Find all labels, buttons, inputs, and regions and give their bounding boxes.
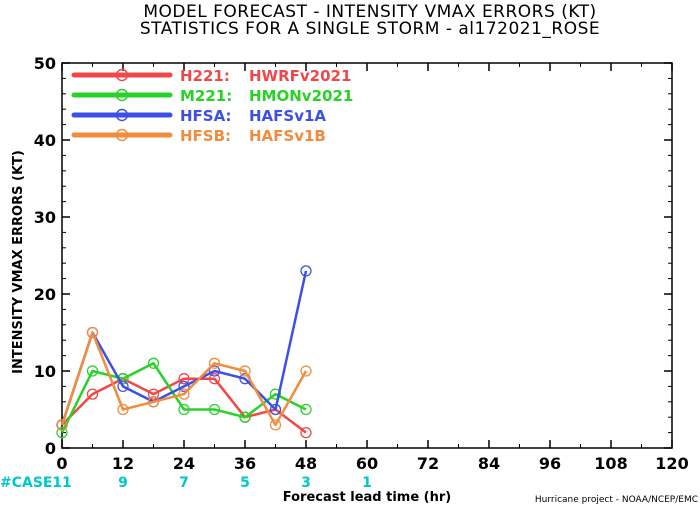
series-hafsv1b [56, 326, 312, 431]
case-count: 1 [362, 475, 372, 491]
series-line [60, 331, 308, 427]
x-tick-label: 72 [417, 454, 439, 473]
x-tick-label: 0 [56, 454, 67, 473]
legend-marker [115, 68, 129, 82]
x-tick-label: 84 [478, 454, 500, 473]
data-point [208, 403, 221, 416]
data-point [117, 380, 129, 393]
data-point [147, 357, 160, 369]
legend-marker [115, 128, 129, 142]
x-tick-label: 96 [539, 454, 561, 473]
series-hmonv2021 [56, 357, 312, 439]
case-count: 11 [52, 475, 71, 491]
y-tick-label: 40 [34, 131, 56, 150]
legend-name: M221: [180, 87, 232, 105]
x-tick-label: 120 [655, 454, 688, 473]
x-tick-label: 48 [295, 454, 317, 473]
y-tick-label: 20 [34, 285, 56, 304]
data-point [147, 388, 160, 400]
legend-label: HMONv2021 [249, 87, 353, 105]
data-point [300, 403, 312, 416]
legend-entry: HFSB: HAFSv1B [71, 127, 326, 145]
case-count: 5 [240, 475, 250, 491]
plot-area [61, 62, 673, 449]
y-tick-label: 30 [34, 208, 56, 227]
legend-entry: HFSA: HAFSv1A [71, 107, 326, 125]
data-point [56, 426, 68, 439]
chart-title-line-1: MODEL FORECAST - INTENSITY VMAX ERRORS (… [143, 2, 596, 22]
data-point [300, 365, 312, 377]
legend-label: HAFSv1B [249, 127, 326, 145]
data-point [239, 411, 251, 423]
legend-marker [115, 108, 129, 122]
data-point [208, 365, 221, 377]
x-axis-label: Forecast lead time (hr) [283, 490, 451, 505]
x-tick-label: 60 [356, 454, 378, 473]
data-point [269, 403, 282, 416]
credit: Hurricane project - NOAA/NCEP/EMC [535, 495, 698, 505]
y-tick-label: 50 [34, 54, 56, 73]
case-label: #CASE [0, 475, 53, 491]
plot-frame [61, 62, 673, 449]
legend-entry: M221: HMONv2021 [71, 87, 353, 105]
y-axis-label: INTENSITY VMAX ERRORS (KT) [11, 150, 26, 374]
data-point [56, 419, 68, 431]
data-point [269, 388, 282, 400]
case-count: 7 [179, 475, 189, 491]
data-point [208, 373, 221, 385]
case-count: 3 [301, 475, 311, 491]
data-point [86, 388, 99, 400]
data-point [86, 365, 99, 377]
data-point [208, 357, 221, 369]
series-line [61, 377, 307, 434]
legend-label: HWRFv2021 [249, 67, 351, 85]
series-layer [56, 265, 312, 439]
data-point [239, 365, 251, 377]
x-tick-label: 36 [234, 454, 256, 473]
data-point [147, 396, 160, 408]
x-tick-label: 12 [112, 454, 134, 473]
data-point [178, 403, 190, 416]
data-point [269, 419, 282, 431]
data-point [86, 326, 99, 339]
x-tick-label: 108 [594, 454, 627, 473]
series-line [60, 270, 308, 426]
data-point [300, 426, 312, 439]
x-tick-label: 24 [173, 454, 195, 473]
data-point [178, 373, 190, 385]
case-counts: 11 9 7 5 3 1 [52, 475, 372, 491]
x-axis: 0 12 24 36 48 60 72 84 96 108 120 [56, 63, 689, 473]
series-hafsv1a [56, 265, 312, 431]
data-point [117, 403, 129, 416]
y-tick-label: 0 [45, 439, 56, 458]
legend-name: H221: [180, 67, 230, 85]
case-count: 9 [118, 475, 128, 491]
y-tick-label: 10 [34, 362, 56, 381]
legend-entry: H221: HWRFv2021 [71, 67, 351, 85]
chart-title-line-2: STATISTICS FOR A SINGLE STORM - al172021… [140, 19, 600, 39]
data-point [178, 388, 190, 400]
legend: H221: HWRFv2021 M221: HMONv2021 HFSA: HAFSv1A… [71, 67, 353, 145]
legend-label: HAFSv1A [249, 107, 326, 125]
series-line [60, 362, 307, 434]
y-axis: 0 10 20 30 40 50 [34, 54, 672, 458]
data-point [300, 265, 312, 277]
legend-name: HFSB: [180, 127, 231, 145]
legend-marker [115, 88, 129, 102]
legend-name: HFSA: [180, 107, 232, 125]
data-point [178, 380, 190, 393]
